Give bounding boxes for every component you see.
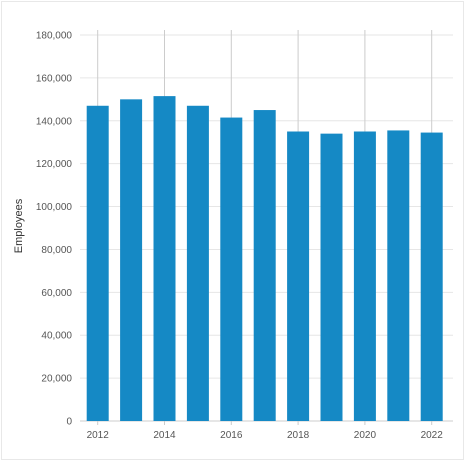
y-tick-label: 20,000: [41, 374, 72, 385]
x-tick-label: 2012: [87, 430, 110, 441]
bar-2015: [186, 105, 209, 422]
y-tick-label: 120,000: [36, 159, 73, 170]
x-axis-ticks: 2012 2014 2016 2018 2020 2022: [87, 430, 444, 441]
y-tick-label: 100,000: [36, 202, 73, 213]
x-tick-label: 2022: [421, 430, 444, 441]
y-tick-label: 60,000: [41, 288, 72, 299]
y-tick-label: 0: [66, 417, 72, 428]
bar-2020: [353, 131, 376, 421]
y-tick-label: 80,000: [41, 245, 72, 256]
y-tick-label: 180,000: [36, 31, 73, 42]
x-tick-label: 2016: [220, 430, 243, 441]
y-tick-label: 40,000: [41, 331, 72, 342]
bar-2021: [387, 130, 410, 421]
bars-layer: [86, 96, 443, 422]
bar-2017: [253, 110, 276, 422]
x-tick-label: 2020: [354, 430, 377, 441]
bar-2014: [153, 96, 176, 421]
x-tick-label: 2018: [287, 430, 310, 441]
bar-2013: [120, 99, 143, 421]
bar-2012: [86, 105, 109, 422]
y-tick-label: 160,000: [36, 73, 73, 84]
y-axis-title: Employees: [13, 198, 25, 253]
bar-2019: [320, 133, 343, 421]
y-tick-label: 140,000: [36, 116, 73, 127]
bar-2016: [220, 117, 243, 422]
y-axis-ticks: 0 20,000 40,000 60,000 80,000 100,000 120,000 1…: [36, 31, 73, 428]
x-tick-label: 2014: [153, 430, 176, 441]
bar-2018: [287, 131, 310, 421]
bar-2022: [420, 132, 443, 422]
